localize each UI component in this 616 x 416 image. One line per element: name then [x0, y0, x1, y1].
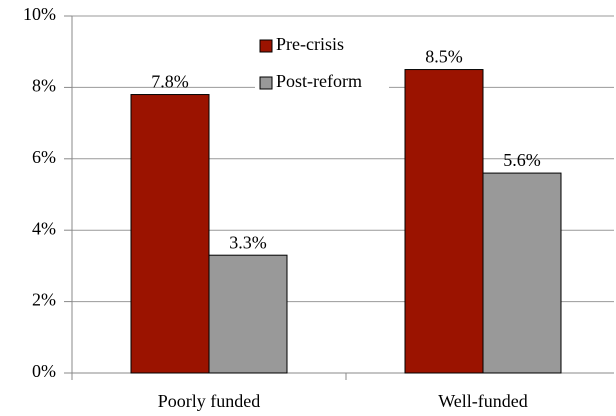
bar	[130, 94, 210, 374]
y-tick-label: 10%	[23, 4, 56, 24]
legend-label: Post-reform	[276, 71, 362, 91]
value-label: 5.6%	[503, 150, 541, 170]
legend-swatch	[259, 76, 273, 90]
value-label: 8.5%	[425, 47, 463, 67]
y-tick-label: 6%	[32, 147, 56, 167]
y-tick-label: 2%	[32, 290, 56, 310]
bar	[208, 254, 288, 374]
legend-swatch	[259, 39, 273, 53]
y-tick-label: 0%	[32, 361, 56, 381]
y-tick-label: 8%	[32, 76, 56, 96]
x-tick-label: Well-funded	[438, 391, 528, 411]
bar	[404, 69, 484, 374]
value-label: 3.3%	[229, 232, 267, 252]
value-label: 7.8%	[151, 72, 189, 92]
legend-box	[255, 28, 389, 100]
bar	[482, 172, 562, 374]
legend-label: Pre-crisis	[276, 34, 344, 54]
x-tick-label: Poorly funded	[158, 391, 261, 411]
y-tick-label: 4%	[32, 218, 56, 238]
